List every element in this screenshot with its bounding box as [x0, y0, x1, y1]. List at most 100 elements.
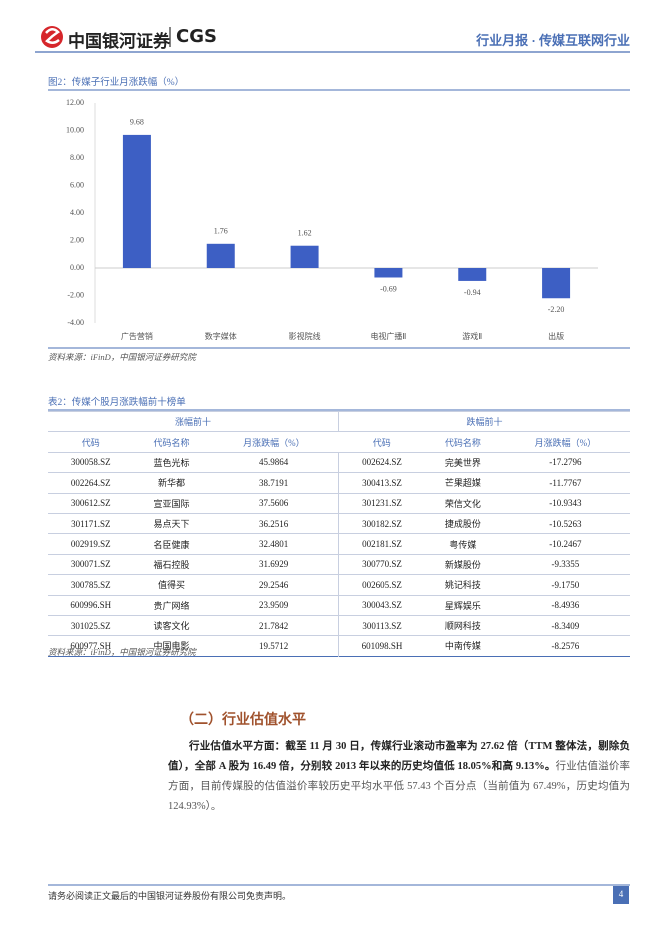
section-heading: （二）行业估值水平 — [180, 713, 306, 728]
logo-text: 中国银河证券 — [68, 32, 170, 52]
paragraph-lead: 行业估值水平方面：截至 11 月 30 日，传媒行业滚动市盈率为 27.62 倍… — [168, 741, 630, 772]
y-tick-label: -2.00 — [67, 290, 84, 299]
column-header: 代码 — [338, 431, 426, 453]
cell: 36.2516 — [209, 512, 339, 534]
cell: 600977.SH — [48, 635, 134, 657]
cell: 301231.SZ — [337, 492, 426, 514]
page-badge — [613, 886, 629, 904]
value-label: -0.94 — [464, 288, 481, 297]
cell: 芒果超媒 — [425, 472, 501, 494]
cell: 601098.SH — [337, 635, 426, 657]
cell: 32.4801 — [209, 533, 339, 555]
value-label: -0.69 — [380, 284, 397, 293]
paragraph-text: 行业估值溢价率方面，目前传媒股的估值溢价率较历史平均水平低 57.43 个百分点… — [168, 761, 630, 812]
table-source: 资料来源：iFinD，中国银河证券研究院 — [48, 647, 196, 657]
table-row: 300612.SZ 宣亚国际 37.5606 301231.SZ 荣信文化 -10.934… — [48, 492, 630, 514]
cell: 301171.SZ — [48, 512, 134, 534]
column-header: 代码名称 — [425, 431, 501, 453]
cell: 福石控股 — [133, 553, 210, 575]
cell: 300043.SZ — [337, 594, 426, 616]
cell: 粤传媒 — [425, 533, 501, 555]
cell: 新媒股份 — [425, 553, 501, 575]
table-row: 002264.SZ 新华都 38.7191 300413.SZ 芒果超媒 -11.7767 — [48, 472, 630, 494]
cell: 300058.SZ — [48, 451, 134, 473]
logo-en: CGS — [176, 26, 217, 47]
cell: 31.6929 — [209, 553, 339, 575]
column-header: 代码名称 — [133, 431, 210, 453]
x-tick-label: 电视广播Ⅱ — [370, 331, 406, 341]
table-row: 301025.SZ 读客文化 21.7842 300113.SZ 顺网科技 -8.3409 — [48, 614, 630, 636]
cell: -9.3355 — [500, 553, 630, 575]
section-paragraph: 行业估值水平方面：截至 11 月 30 日，传媒行业滚动市盈率为 27.62 倍… — [168, 737, 630, 817]
cell: 002605.SZ — [337, 574, 426, 596]
table-row: 600977.SH 中国电影 19.5712 601098.SH 中南传媒 -8.2576 — [48, 635, 630, 657]
cell: -10.2467 — [500, 533, 630, 555]
table-row: 300785.SZ 值得买 29.2546 002605.SZ 姚记科技 -9.1750 — [48, 574, 630, 596]
cell: 600996.SH — [48, 594, 134, 616]
cell: 300785.SZ — [48, 574, 134, 596]
cell: 姚记科技 — [425, 574, 501, 596]
cell: -17.2796 — [500, 451, 630, 473]
y-tick-label: 0.00 — [70, 263, 84, 272]
figure-source: 资料来源：iFinD，中国银河证券研究院 — [48, 352, 196, 362]
cell: -9.1750 — [500, 574, 630, 596]
table-row: 300071.SZ 福石控股 31.6929 300770.SZ 新媒股份 -9.3355 — [48, 553, 630, 575]
table-row: 600996.SH 贵广网络 23.9509 300043.SZ 星辉娱乐 -8.4936 — [48, 594, 630, 616]
y-tick-label: 4.00 — [70, 208, 84, 217]
table-row: 301171.SZ 易点天下 36.2516 300182.SZ 捷成股份 -10.526… — [48, 512, 630, 534]
cell: 新华都 — [133, 472, 210, 494]
cell: -8.4936 — [500, 594, 630, 616]
cell: 300071.SZ — [48, 553, 134, 575]
cell: -8.3409 — [500, 614, 630, 636]
bar — [542, 268, 571, 299]
value-label: 1.62 — [298, 229, 312, 238]
x-tick-label: 出版 — [548, 331, 564, 341]
cell: 002919.SZ — [48, 533, 134, 555]
cell: 中国电影 — [133, 635, 210, 657]
value-label: 1.76 — [214, 227, 228, 236]
bar — [206, 243, 235, 268]
column-header: 月涨跌幅（%） — [209, 431, 339, 453]
y-tick-label: -4.00 — [67, 318, 84, 327]
y-tick-label: 6.00 — [70, 180, 84, 189]
table-title: 表2：传媒个股月涨跌幅前十榜单 — [48, 398, 186, 408]
rank-table: 涨幅前十 跌幅前十 代码 代码名称 月涨跌幅（%） 代码 代码名称 月涨跌幅（%） 300058… — [48, 410, 630, 657]
bar — [122, 134, 151, 268]
cell: 37.5606 — [209, 492, 339, 514]
cell: -10.5263 — [500, 512, 630, 534]
cell: 顺网科技 — [425, 614, 501, 636]
cell: 宣亚国际 — [133, 492, 210, 514]
value-label: -2.20 — [548, 305, 565, 314]
x-tick-label: 数字媒体 — [205, 331, 237, 341]
y-tick-label: 12.00 — [66, 98, 84, 107]
x-tick-label: 广告营销 — [121, 331, 153, 341]
cell: 值得买 — [133, 574, 210, 596]
disclaimer: 请务必阅读正文最后的中国银河证券股份有限公司免责声明。 — [48, 891, 292, 901]
column-header: 月涨跌幅（%） — [500, 431, 630, 453]
bar — [458, 268, 487, 281]
y-tick-label: 2.00 — [70, 235, 84, 244]
cell: 名臣健康 — [133, 533, 210, 555]
logo-swirl — [45, 28, 60, 44]
cell: -10.9343 — [500, 492, 630, 514]
column-row: 代码 代码名称 月涨跌幅（%） 代码 代码名称 月涨跌幅（%） — [48, 431, 630, 453]
cell: 荣信文化 — [425, 492, 501, 514]
column-header: 代码 — [48, 431, 134, 453]
bar — [290, 245, 319, 268]
cell: -8.2576 — [500, 635, 630, 657]
table-row: 300058.SZ 蓝色光标 45.9864 002624.SZ 完美世界 -17.279… — [48, 451, 630, 473]
cell: 易点天下 — [133, 512, 210, 534]
cell: 300182.SZ — [337, 512, 426, 534]
x-tick-label: 游戏Ⅱ — [462, 331, 482, 341]
cell: 300113.SZ — [337, 614, 426, 636]
cell: 蓝色光标 — [133, 451, 210, 473]
cell: -11.7767 — [500, 472, 630, 494]
cell: 贵广网络 — [133, 594, 210, 616]
cell: 中南传媒 — [425, 635, 501, 657]
cell: 300612.SZ — [48, 492, 134, 514]
cell: 002624.SZ — [337, 451, 426, 473]
figure-title: 图2：传媒子行业月涨跌幅（%） — [48, 78, 185, 88]
cell: 读客文化 — [133, 614, 210, 636]
